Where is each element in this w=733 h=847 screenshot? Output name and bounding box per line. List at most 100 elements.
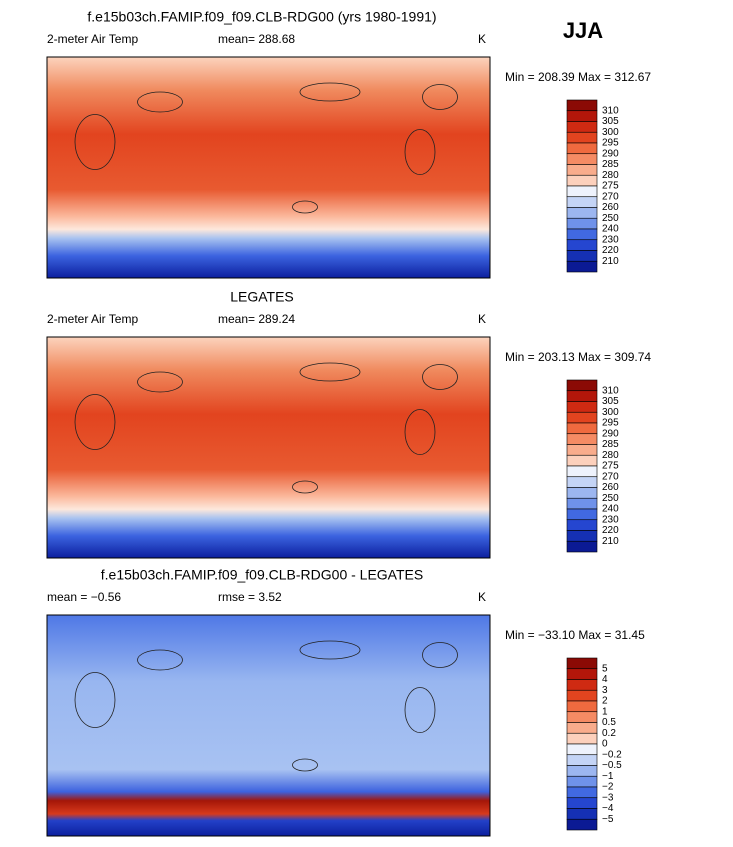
colorbar-label: −1 bbox=[602, 771, 614, 782]
colorbar-box bbox=[566, 444, 598, 456]
land-shape bbox=[404, 409, 436, 455]
colorbar-box bbox=[566, 228, 598, 241]
land-shape bbox=[74, 394, 116, 450]
colorbar-box bbox=[566, 530, 598, 542]
colorbar-box bbox=[566, 754, 598, 766]
colorbar-box bbox=[566, 743, 598, 756]
land-shape bbox=[422, 84, 458, 110]
colorbar-label: 285 bbox=[602, 159, 619, 170]
units: K bbox=[478, 32, 486, 46]
colorbar-box bbox=[566, 196, 598, 208]
colorbar-label: 210 bbox=[602, 536, 619, 547]
colorbar-label: −0.5 bbox=[602, 760, 622, 771]
colorbar-box bbox=[566, 250, 598, 262]
colorbar-box bbox=[566, 164, 598, 176]
land-shape bbox=[299, 82, 361, 102]
colorbar-label: 250 bbox=[602, 213, 619, 224]
colorbar-label: 1 bbox=[602, 706, 608, 717]
left-label: 2-meter Air Temp bbox=[47, 32, 138, 46]
colorbar-box bbox=[566, 540, 598, 553]
colorbar-box bbox=[566, 668, 598, 680]
minmax: Min = 208.39 Max = 312.67 bbox=[505, 70, 651, 84]
colorbar-label: 3 bbox=[602, 685, 608, 696]
colorbar-label: 270 bbox=[602, 191, 619, 202]
colorbar-box bbox=[566, 142, 598, 155]
colorbar-box bbox=[566, 519, 598, 531]
map bbox=[46, 614, 491, 837]
colorbar-label: 0 bbox=[602, 739, 608, 750]
colorbar-box bbox=[566, 185, 598, 198]
colorbar-label: 240 bbox=[602, 224, 619, 235]
colorbar-label: 230 bbox=[602, 234, 619, 245]
land-shape bbox=[74, 114, 116, 170]
colorbar-label: 305 bbox=[602, 396, 619, 407]
colorbar-label: −3 bbox=[602, 792, 614, 803]
colorbar-box bbox=[566, 454, 598, 467]
map bbox=[46, 56, 491, 279]
colorbar-label: 260 bbox=[602, 202, 619, 213]
colorbar-label: 305 bbox=[602, 116, 619, 127]
colorbar-label: −2 bbox=[602, 782, 614, 793]
center-label: mean= 288.68 bbox=[218, 32, 295, 46]
colorbar-box bbox=[566, 722, 598, 734]
colorbar-label: 5 bbox=[602, 663, 608, 674]
center-label: mean= 289.24 bbox=[218, 312, 295, 326]
colorbar-box bbox=[566, 239, 598, 251]
colorbar-box bbox=[566, 679, 598, 691]
colorbar-label: 250 bbox=[602, 493, 619, 504]
colorbar-label: 300 bbox=[602, 407, 619, 418]
colorbar-label: 220 bbox=[602, 245, 619, 256]
land-shape bbox=[137, 371, 183, 393]
colorbar-label: 240 bbox=[602, 504, 619, 515]
colorbar-box bbox=[566, 260, 598, 273]
colorbar-label: 0.5 bbox=[602, 717, 616, 728]
colorbar-box bbox=[566, 465, 598, 478]
colorbar-label: 285 bbox=[602, 439, 619, 450]
colorbar-label: 280 bbox=[602, 170, 619, 181]
land-shape bbox=[292, 758, 318, 772]
colorbar-box bbox=[566, 818, 598, 831]
land-shape bbox=[299, 640, 361, 660]
colorbar-label: 4 bbox=[602, 674, 608, 685]
colorbar-label: 295 bbox=[602, 138, 619, 149]
land-shape bbox=[299, 362, 361, 382]
units: K bbox=[478, 590, 486, 604]
colorbar-box bbox=[566, 476, 598, 488]
colorbar-box bbox=[566, 711, 598, 723]
land-shape bbox=[292, 200, 318, 214]
colorbar-label: 2 bbox=[602, 696, 608, 707]
colorbar-label: 275 bbox=[602, 461, 619, 472]
colorbar-box bbox=[566, 390, 598, 402]
map bbox=[46, 336, 491, 559]
colorbar-label: 230 bbox=[602, 514, 619, 525]
panel-title: f.e15b03ch.FAMIP.f09_f09.CLB-RDG00 (yrs … bbox=[87, 9, 436, 25]
left-label: 2-meter Air Temp bbox=[47, 312, 138, 326]
colorbar-box bbox=[566, 411, 598, 424]
colorbar-box bbox=[566, 401, 598, 413]
colorbar-label: 0.2 bbox=[602, 728, 616, 739]
colorbar-label: 310 bbox=[602, 105, 619, 116]
land-shape bbox=[422, 364, 458, 390]
panel-title: f.e15b03ch.FAMIP.f09_f09.CLB-RDG00 - LEG… bbox=[101, 567, 423, 583]
land-shape bbox=[74, 672, 116, 728]
left-label: mean = −0.56 bbox=[47, 590, 121, 604]
colorbar-label: −4 bbox=[602, 803, 614, 814]
colorbar-box bbox=[566, 689, 598, 702]
colorbar-label: −0.2 bbox=[602, 749, 622, 760]
colorbar-label: 310 bbox=[602, 385, 619, 396]
colorbar-box bbox=[566, 433, 598, 445]
colorbar-label: 290 bbox=[602, 148, 619, 159]
colorbar-box bbox=[566, 775, 598, 788]
season-label: JJA bbox=[563, 18, 603, 43]
land-shape bbox=[137, 649, 183, 671]
colorbar-box bbox=[566, 99, 598, 112]
colorbar-label: 280 bbox=[602, 450, 619, 461]
land-shape bbox=[404, 129, 436, 175]
colorbar-label: 260 bbox=[602, 482, 619, 493]
colorbar-box bbox=[566, 797, 598, 809]
colorbar-label: 300 bbox=[602, 127, 619, 138]
colorbar-label: −5 bbox=[602, 814, 614, 825]
units: K bbox=[478, 312, 486, 326]
panel-title: LEGATES bbox=[230, 289, 294, 305]
